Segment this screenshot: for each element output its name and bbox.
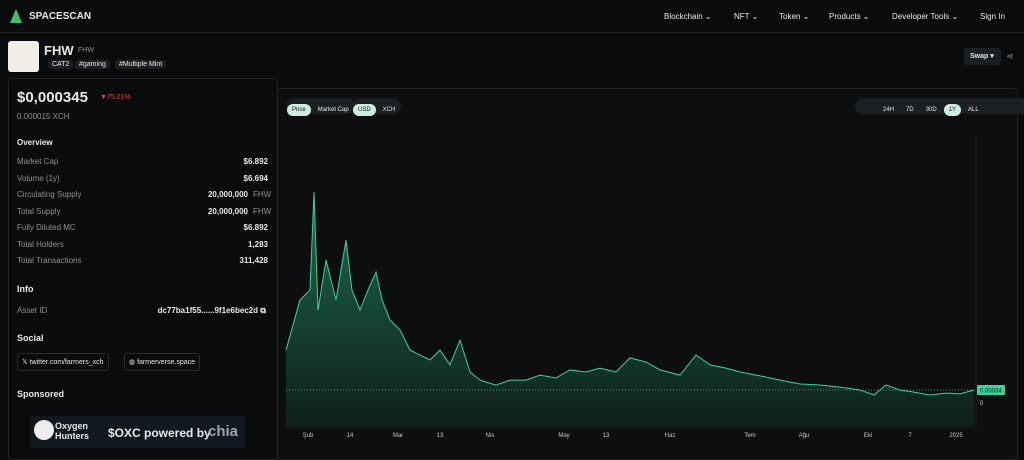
tag[interactable]: #Multiple Mint: [115, 60, 167, 69]
overview-title: Overview: [17, 138, 53, 147]
sponsor-brand: Oxygen Hunters: [55, 421, 89, 441]
asset-id[interactable]: dc77ba1f55......9f1e6bec2d ⧉: [157, 306, 266, 315]
stat-value: $6.892: [243, 223, 268, 232]
x-tick-label: Eki: [864, 433, 872, 439]
x-tick-label: 13: [437, 433, 444, 439]
price-change: ▼75.01%: [100, 94, 131, 101]
stat-value: 1,283: [247, 239, 268, 249]
info-title: Info: [17, 284, 34, 294]
social-link[interactable]: 𝕏 twitter.com/farmers_xch: [17, 353, 109, 371]
stat-label: Market Cap: [17, 157, 59, 166]
twitter-link: twitter.com/farmers_xch: [29, 359, 104, 366]
brand: SPACESCAN: [29, 11, 92, 22]
stat-unit: FHW: [253, 206, 272, 216]
sponsor-banner[interactable]: Oxygen Hunters $OXC powered by chia: [30, 416, 245, 448]
toggle-option[interactable]: ALL: [968, 107, 979, 113]
token-name: FHW: [44, 43, 74, 58]
stat-label: Volume (1y): [17, 173, 60, 183]
swap-label: Swap: [970, 53, 989, 60]
nav-item[interactable]: Products ⌄: [829, 12, 870, 21]
current-price-box: [977, 384, 1005, 395]
x-tick-label: Nis: [486, 433, 495, 439]
sponsor-chia: chia: [208, 423, 239, 440]
x-tick-label: 13: [603, 433, 610, 439]
token-ticker: FHW: [78, 47, 94, 54]
toggle-option[interactable]: XCH: [382, 107, 396, 113]
x-tick-label: 7: [908, 433, 912, 439]
price-area: [286, 192, 974, 428]
toggle-option[interactable]: Market Cap: [317, 107, 349, 113]
stat-value: 311,428: [239, 256, 268, 265]
range-toggle: 24H 7D 30D 1Y ALL: [855, 98, 1024, 116]
stat-label: Total Holders: [17, 239, 64, 249]
asset-id-value: dc77ba1f55......9f1e6bec2d: [157, 306, 259, 315]
stat-value: 20,000,000: [207, 190, 248, 199]
stat-label: Circulating Supply: [17, 190, 82, 199]
stat-unit: FHW: [253, 190, 272, 199]
toggle-option[interactable]: Price: [287, 104, 311, 116]
tag[interactable]: #gaming: [75, 60, 110, 69]
social-link[interactable]: ◍ farmerverse.space: [124, 353, 201, 371]
stat-value: $6.694: [243, 173, 268, 183]
token-logo: [8, 41, 39, 72]
currency-toggle: USD XCH: [352, 98, 402, 116]
price-change-value: 75.01%: [106, 94, 131, 101]
sponsor-logo: [34, 420, 54, 440]
nav-item[interactable]: Blockchain ⌄: [664, 12, 712, 21]
toggle-option[interactable]: 7D: [906, 107, 914, 113]
social-title: Social: [17, 333, 44, 343]
current-price-label: 0.00034: [980, 388, 1002, 394]
nav-item[interactable]: Token ⌄: [779, 12, 810, 21]
nav-item[interactable]: NFT ⌄: [734, 12, 759, 21]
toggle-option[interactable]: 1Y: [943, 104, 962, 116]
price-line: [285, 192, 975, 396]
sign-in[interactable]: Sign In: [980, 12, 1005, 21]
x-tick-label: 14: [347, 433, 354, 439]
brand-line: Oxygen: [55, 421, 89, 431]
brand-line: Hunters: [55, 431, 90, 441]
tag[interactable]: CAT2: [48, 60, 74, 69]
toggle-option[interactable]: USD: [353, 104, 376, 116]
sponsor-text: $OXC powered by: [108, 426, 211, 440]
x-tick-label: May: [558, 433, 569, 439]
xch-unit: XCH: [52, 112, 70, 121]
sponsored-title: Sponsored: [17, 389, 65, 399]
xch-value: 0.000015: [17, 112, 51, 121]
price-usd: $0,000345: [17, 89, 88, 106]
x-tick-label: Şub: [303, 433, 314, 439]
asset-id-label: Asset ID: [17, 306, 48, 315]
metric-toggle: Price Market Cap: [286, 98, 355, 116]
stat-label: Total Supply: [17, 206, 61, 216]
stat-value: $6.892: [243, 157, 268, 166]
nav-item[interactable]: Developer Tools ⌄: [892, 12, 959, 21]
share-icon[interactable]: ⋖: [1006, 51, 1014, 61]
toggle-option[interactable]: 24H: [883, 107, 895, 113]
stat-label: Total Transactions: [17, 256, 82, 265]
stat-value: 20,000,000: [207, 206, 248, 216]
toggle-option[interactable]: 30D: [925, 107, 937, 113]
x-tick-label: Mar: [393, 433, 403, 439]
y-tick-label: 0: [980, 401, 984, 407]
website-link: farmerverse.space: [137, 359, 196, 366]
navbar: SPACESCAN Sign In: [0, 0, 1024, 33]
x-tick-label: Ağu: [799, 433, 810, 439]
stat-label: Fully Diluted MC: [17, 223, 76, 232]
x-tick-label: Tem: [744, 433, 755, 439]
logo-icon: [10, 9, 22, 23]
x-tick-label: Haz: [665, 433, 676, 439]
swap-button[interactable]: Swap ▾: [964, 48, 1001, 65]
x-tick-label: 2025: [949, 433, 963, 439]
price-xch: 0.000015 XCH: [17, 112, 70, 121]
